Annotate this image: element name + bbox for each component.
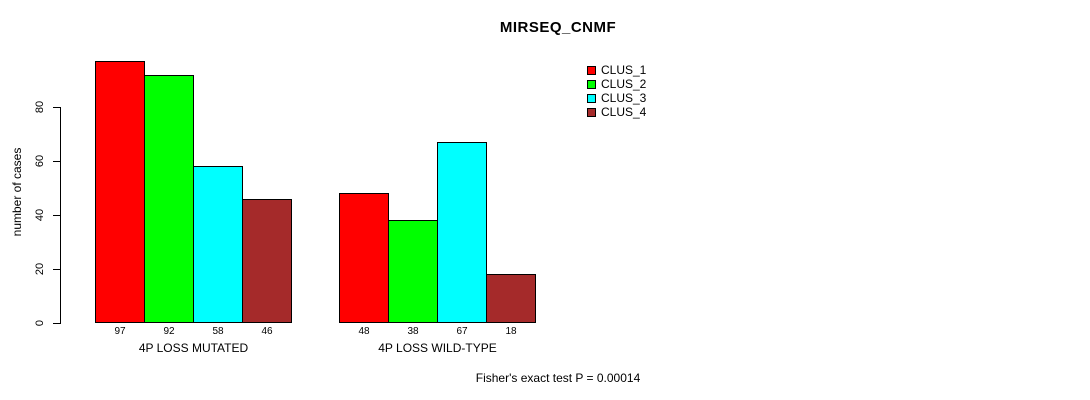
y-axis-tick-label: 40 — [34, 208, 46, 222]
bar-clus_2-group2 — [388, 220, 438, 323]
y-axis-tick-label: 60 — [34, 154, 46, 168]
x-category-label: 4P LOSS WILD-TYPE — [378, 341, 497, 355]
y-axis-tick — [53, 323, 60, 324]
legend-swatch-icon — [587, 93, 596, 103]
y-axis-tick — [53, 269, 60, 270]
bar-value-label: 38 — [407, 326, 419, 337]
y-axis-tick — [53, 107, 60, 108]
y-axis-label: number of cases — [10, 147, 24, 237]
y-axis-tick-label: 80 — [34, 100, 46, 114]
bar-clus_1-group2 — [339, 193, 389, 323]
legend-swatch-icon — [587, 107, 596, 117]
y-axis-tick — [53, 161, 60, 162]
bar-value-label: 58 — [212, 326, 224, 337]
legend-swatch-icon — [587, 79, 596, 89]
chart-title: MIRSEQ_CNMF — [499, 19, 617, 36]
fisher-test-annotation: Fisher's exact test P = 0.00014 — [475, 371, 641, 385]
legend-row-clus_1: CLUS_1 — [587, 63, 646, 77]
legend-row-clus_2: CLUS_2 — [587, 77, 646, 91]
legend-swatch-icon — [587, 65, 596, 75]
y-axis-tick-label: 20 — [34, 262, 46, 276]
bar-value-label: 46 — [261, 326, 273, 337]
y-axis-tick — [53, 215, 60, 216]
legend-label: CLUS_3 — [601, 91, 647, 105]
legend-label: CLUS_1 — [601, 63, 647, 77]
bar-clus_3-group2 — [437, 142, 487, 323]
legend-row-clus_4: CLUS_4 — [587, 105, 646, 119]
legend-row-clus_3: CLUS_3 — [587, 91, 646, 105]
bar-clus_4-group1 — [242, 199, 292, 323]
y-axis-line — [60, 107, 61, 324]
x-category-label: 4P LOSS MUTATED — [138, 341, 249, 355]
bar-clus_4-group2 — [486, 274, 536, 323]
bar-value-label: 48 — [358, 326, 370, 337]
legend: CLUS_1 CLUS_2 CLUS_3 CLUS_4 — [587, 63, 646, 119]
bar-value-label: 18 — [505, 326, 517, 337]
bar-value-label: 67 — [456, 326, 468, 337]
bar-value-label: 97 — [114, 326, 126, 337]
legend-label: CLUS_2 — [601, 77, 647, 91]
bar-value-label: 92 — [163, 326, 175, 337]
legend-label: CLUS_4 — [601, 105, 647, 119]
bar-clus_3-group1 — [193, 166, 243, 323]
y-axis-tick-label: 0 — [34, 319, 46, 327]
bar-clus_2-group1 — [144, 75, 194, 323]
bar-clus_1-group1 — [95, 61, 145, 323]
